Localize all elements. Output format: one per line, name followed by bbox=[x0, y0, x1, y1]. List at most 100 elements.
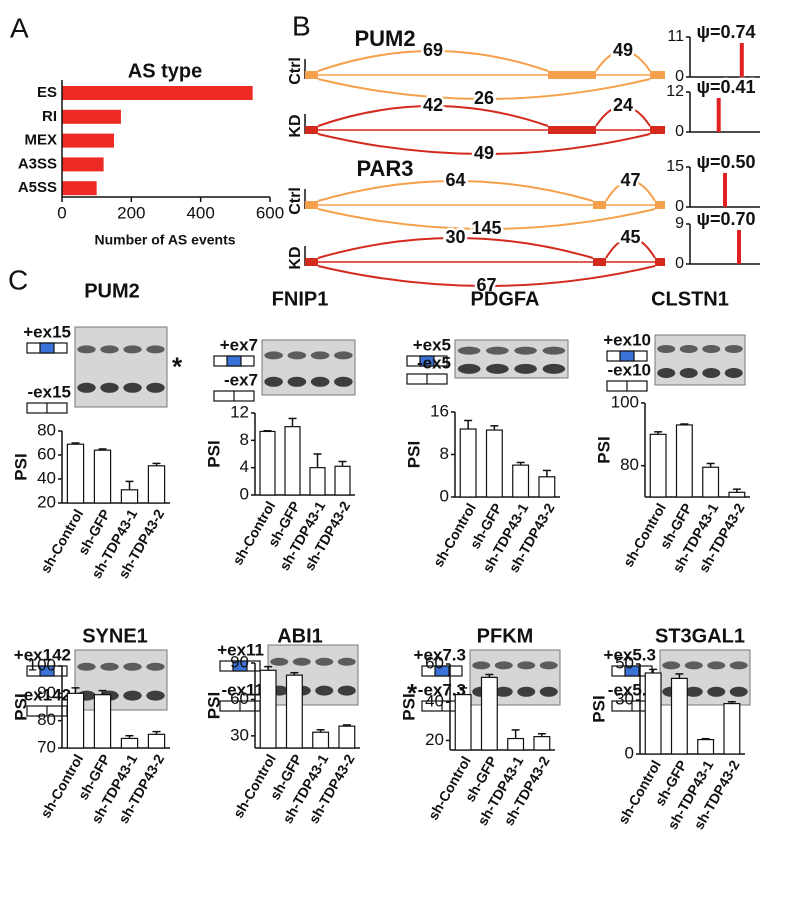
y-tick-label: 0 bbox=[625, 743, 634, 762]
error-bar bbox=[537, 733, 546, 737]
junction-count: 67 bbox=[476, 275, 496, 295]
junction-count: 69 bbox=[423, 40, 443, 60]
gel-label: -ex15 bbox=[28, 382, 71, 401]
gel-band bbox=[337, 657, 356, 666]
error-bar bbox=[288, 417, 297, 427]
gel-band bbox=[702, 345, 721, 353]
error-bar bbox=[125, 734, 134, 739]
error-bar bbox=[313, 453, 322, 468]
y-tick-label: 60 bbox=[37, 444, 56, 463]
gel-band bbox=[457, 363, 481, 374]
y-axis-label: PSI bbox=[399, 693, 418, 720]
bar bbox=[62, 133, 114, 148]
gel-label: +ex5 bbox=[413, 335, 451, 354]
gel-band bbox=[517, 686, 536, 697]
exon-icon-middle bbox=[232, 660, 248, 672]
gel-band bbox=[146, 690, 165, 701]
x-tick-label: 0 bbox=[57, 203, 66, 222]
chart-title: FNIP1 bbox=[272, 288, 329, 310]
gel-band bbox=[702, 368, 721, 378]
y-tick-label: ES bbox=[37, 84, 57, 101]
exon bbox=[593, 258, 606, 266]
bar bbox=[644, 672, 662, 755]
hist-y-tick-label: 0 bbox=[675, 198, 684, 215]
gel-band bbox=[77, 662, 96, 671]
junction-count: 145 bbox=[471, 218, 501, 238]
gel-band bbox=[287, 351, 307, 360]
error-bar bbox=[152, 730, 161, 735]
gel-band bbox=[315, 685, 334, 696]
gel-band bbox=[729, 686, 748, 697]
panel-label: C bbox=[8, 264, 28, 295]
bar bbox=[62, 181, 97, 196]
junction-arc bbox=[317, 133, 651, 155]
junction-count: 26 bbox=[474, 88, 494, 108]
y-tick-label: RI bbox=[42, 108, 57, 125]
gel-band bbox=[310, 351, 330, 360]
gel-label: -ex7 bbox=[224, 370, 258, 389]
gel-band bbox=[679, 368, 698, 378]
x-tick-label: 400 bbox=[186, 203, 214, 222]
gel-band bbox=[146, 345, 165, 354]
gel-band bbox=[514, 346, 537, 355]
junction-count: 64 bbox=[445, 170, 465, 190]
condition-label: KD bbox=[287, 246, 304, 269]
bar bbox=[120, 737, 139, 749]
error-bar bbox=[342, 724, 351, 727]
error-bar bbox=[706, 462, 715, 468]
exon bbox=[305, 71, 318, 79]
y-tick-label: A3SS bbox=[18, 155, 57, 172]
y-tick-label: 0 bbox=[440, 486, 449, 505]
y-axis-label: PSI bbox=[589, 695, 608, 722]
exon-icon-middle bbox=[619, 350, 635, 362]
y-tick-label: 100 bbox=[28, 655, 56, 674]
hist-y-tick-label: 0 bbox=[675, 123, 684, 140]
y-tick-label: 8 bbox=[440, 444, 449, 463]
gel-band bbox=[334, 351, 353, 360]
gel-band bbox=[494, 686, 513, 697]
gel-band bbox=[315, 657, 334, 666]
chart-title: PFKM bbox=[477, 625, 534, 647]
junction-count: 49 bbox=[613, 40, 633, 60]
error-bar bbox=[98, 689, 107, 695]
gel-label: +ex142 bbox=[14, 645, 71, 664]
exon bbox=[593, 201, 606, 209]
gel-band bbox=[539, 661, 558, 670]
psi-label: ψ=0.74 bbox=[696, 22, 755, 42]
gel-band bbox=[457, 346, 481, 355]
y-tick-label: 8 bbox=[240, 430, 249, 449]
junction-count: 30 bbox=[445, 227, 465, 247]
bar bbox=[480, 676, 498, 751]
panel-label: B bbox=[292, 10, 311, 41]
exon bbox=[548, 71, 596, 79]
gel-band bbox=[724, 368, 743, 378]
bar bbox=[697, 738, 715, 755]
gel-band bbox=[657, 368, 676, 378]
y-tick-label: 60 bbox=[230, 689, 249, 708]
y-tick-label: 30 bbox=[230, 725, 249, 744]
junction-arc bbox=[317, 208, 656, 230]
gel-band bbox=[123, 662, 142, 671]
error-bar bbox=[464, 419, 473, 429]
exon bbox=[305, 258, 318, 266]
error-bar bbox=[701, 737, 710, 740]
gel-band bbox=[292, 657, 311, 666]
hist-y-tick-label: 11 bbox=[667, 28, 684, 45]
chart-title: PDGFA bbox=[471, 288, 540, 310]
error-bar bbox=[542, 469, 551, 477]
bar bbox=[459, 428, 477, 498]
junction-arc bbox=[317, 105, 549, 127]
gel-label: -ex10 bbox=[608, 360, 651, 379]
exon-icon-middle bbox=[434, 665, 450, 677]
y-axis-label: PSI bbox=[594, 436, 613, 463]
junction-count: 49 bbox=[474, 143, 494, 163]
error-bar bbox=[290, 671, 299, 676]
gene-title: PUM2 bbox=[354, 26, 415, 51]
gel-band bbox=[542, 363, 566, 374]
y-tick-label: 80 bbox=[37, 420, 56, 439]
gel-band bbox=[472, 661, 491, 670]
error-bar bbox=[654, 431, 663, 435]
gel-band bbox=[146, 662, 165, 671]
condition-label: KD bbox=[287, 114, 304, 137]
